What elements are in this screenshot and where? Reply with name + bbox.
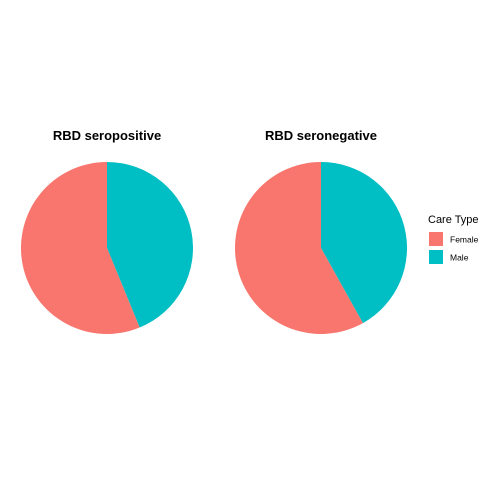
pie-slice-female	[234, 162, 363, 335]
pie-seronegative	[234, 162, 407, 335]
panel-title-seronegative: RBD seronegative	[265, 128, 377, 143]
pie-slice-female	[20, 162, 140, 335]
pie-seropositive	[20, 162, 193, 335]
legend-label-male: Male	[450, 253, 469, 263]
legend-title: Care Type	[428, 214, 479, 226]
legend-label-female: Female	[450, 235, 479, 245]
legend: Care Type Female Male	[428, 214, 479, 264]
panel-seronegative: RBD seronegative	[234, 128, 407, 335]
legend-key-female	[429, 232, 443, 246]
panel-title-seropositive: RBD seropositive	[53, 128, 161, 143]
pie-slice-male	[107, 162, 193, 328]
legend-key-male	[429, 250, 443, 264]
panel-seropositive: RBD seropositive	[20, 128, 193, 335]
pie-slice-male	[321, 162, 407, 324]
